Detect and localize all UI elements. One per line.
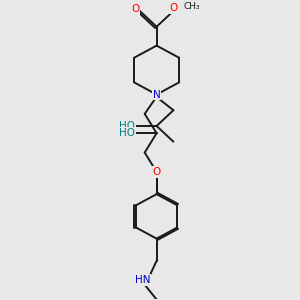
Text: O: O (169, 3, 178, 13)
Text: O: O (131, 4, 140, 14)
Text: HN: HN (135, 275, 151, 285)
Text: HO: HO (119, 128, 135, 138)
Text: CH₃: CH₃ (183, 2, 200, 11)
Text: O: O (152, 167, 161, 177)
Text: N: N (153, 89, 160, 100)
Text: HO: HO (119, 121, 135, 131)
